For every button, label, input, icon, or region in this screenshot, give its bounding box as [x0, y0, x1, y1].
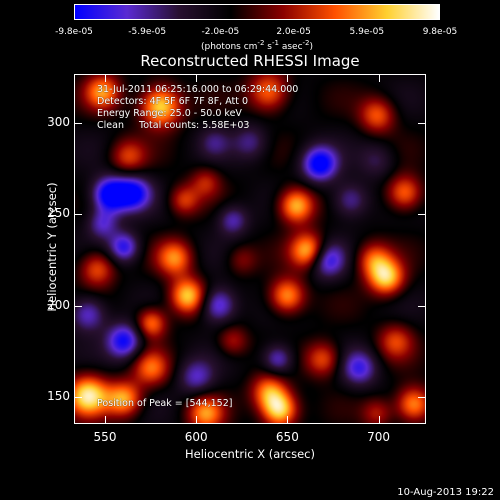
y-tick-mark [418, 305, 426, 307]
info-detectors: Detectors: 4F 5F 6F 7F 8F, Att 0 [97, 96, 249, 107]
x-tick-mark [196, 416, 198, 424]
y-tick-mark [418, 214, 426, 216]
x-tick-mark [378, 74, 380, 82]
y-tick-mark [418, 123, 426, 125]
colorbar-tick-label: -2.0e-05 [201, 27, 240, 37]
y-tick-mark [74, 214, 82, 216]
x-tick-mark [105, 74, 106, 82]
y-axis-label: Heliocentric Y (arcsec) [45, 182, 59, 312]
y-tick-mark [74, 123, 82, 125]
x-tick-label: 600 [184, 430, 208, 444]
colorbar-tick-label: 5.9e-05 [349, 27, 385, 37]
info-energy: Energy Range: 25.0 - 50.0 keV [97, 108, 242, 119]
colorbar-tick-label: 9.8e-05 [422, 27, 458, 37]
colorbar [74, 4, 440, 20]
x-tick-mark [196, 74, 198, 82]
colorbar-unit: (photons cm-2 s-1 asec-2) [200, 39, 314, 52]
y-tick-label: 250 [47, 206, 70, 221]
y-tick-mark [74, 305, 82, 307]
info-peak: Position of Peak = [544,152] [97, 398, 233, 409]
y-tick-mark [74, 396, 82, 398]
y-tick-label: 300 [47, 115, 70, 130]
x-tick-label: 700 [367, 430, 391, 444]
heatmap-plot: 31-Jul-2011 06:25:16.000 to 06:29:44.000… [74, 74, 426, 424]
x-tick-mark [105, 416, 106, 424]
colorbar-tick-label: 2.0e-05 [276, 27, 311, 37]
x-tick-label: 550 [93, 430, 117, 444]
info-clean: Clean Total counts: 5.58E+03 [97, 120, 250, 131]
y-tick-label: 150 [47, 388, 70, 403]
x-tick-label: 650 [275, 430, 299, 444]
colorbar-tick-label: -5.9e-05 [128, 27, 167, 37]
date-stamp: 10-Aug-2013 19:22 [397, 487, 494, 498]
heatmap-image [75, 75, 425, 423]
x-tick-mark [378, 416, 380, 424]
colorbar-tick-label: -9.8e-05 [55, 27, 93, 37]
y-tick-label: 200 [47, 297, 70, 312]
x-axis-label: Heliocentric X (arcsec) [185, 447, 315, 461]
x-tick-mark [287, 74, 289, 82]
x-tick-mark [287, 416, 289, 424]
chart-title: Reconstructed RHESSI Image [140, 52, 360, 70]
info-time: 31-Jul-2011 06:25:16.000 to 06:29:44.000 [97, 84, 299, 95]
y-tick-mark [418, 396, 426, 398]
